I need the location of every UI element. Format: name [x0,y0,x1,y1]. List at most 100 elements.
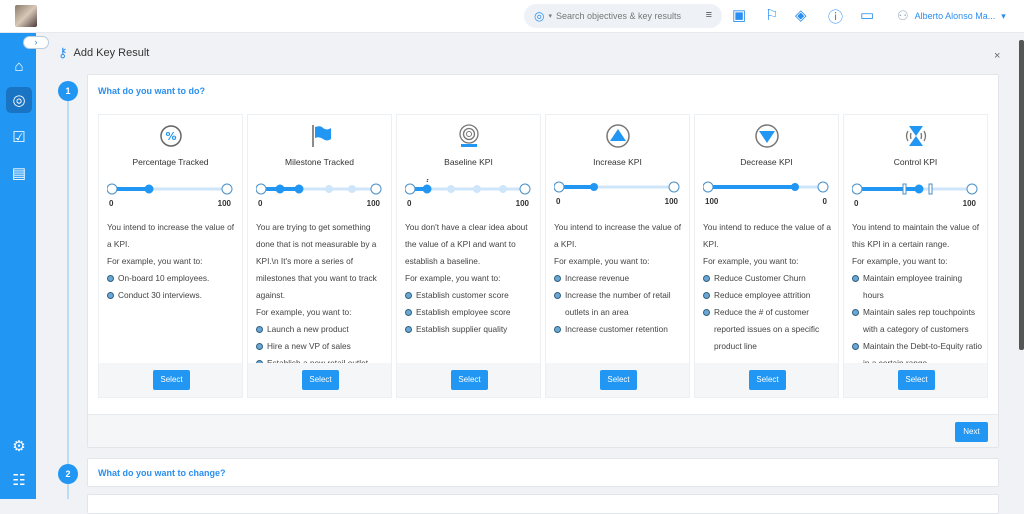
top-bar: ◎ ▾ Search objectives & key results ≡ ▣ ⚐… [0,0,1024,33]
card-description: You don't have a clear idea about the va… [405,219,536,338]
description-text: You intend to increase the value of a KP… [107,222,235,249]
card-title: Control KPI [893,157,938,167]
select-button[interactable]: Select [749,370,786,390]
folder-search-icon[interactable]: ▣ [732,7,747,24]
card-footer: Select [695,363,838,397]
kr-type-card[interactable]: Milestone Tracked 0 100 You are trying t… [247,114,392,398]
select-button[interactable]: Select [898,370,935,390]
help-icon[interactable]: ⓘ [828,9,844,26]
select-button[interactable]: Select [451,370,488,390]
step-2-title: What do you want to change? [98,468,226,478]
example-item: On-board 10 employees. [107,270,238,287]
card-footer: Select [248,363,391,397]
example-item: Reduce employee attrition [703,287,834,304]
select-button[interactable]: Select [153,370,190,390]
layers-icon[interactable]: ◈ [795,7,807,24]
kr-type-card[interactable]: Increase KPI 0 100 You intend to increas… [545,114,690,398]
kr-type-card[interactable]: Decrease KPI 100 0 You intend to reduce … [694,114,839,398]
slider-min-label: 100 [705,197,719,206]
card-footer: Select [844,363,987,397]
filter-icon[interactable]: ≡ [705,9,712,21]
example-item: Increase revenue [554,270,685,287]
card-footer: Select [546,363,689,397]
flag-icon [248,123,391,149]
message-icon[interactable]: ▤ [11,165,27,182]
sidebar-expand-toggle[interactable]: › [23,36,49,49]
sidebar: ⌂ ◎ ☑ ▤ ⚙ ☷ [0,33,36,499]
slider-max-label: 100 [218,199,232,208]
card-title: Decrease KPI [740,157,793,167]
card-description: You are trying to get something done tha… [256,219,387,372]
description-text: For example, you want to: [703,256,799,266]
baseline-icon [397,123,540,149]
sliders-icon[interactable]: ☷ [12,472,26,489]
card-description: You intend to increase the value of a KP… [107,219,238,304]
kr-slider-illustration: 100 0 [703,181,829,206]
example-item: Maintain employee training hours [852,270,983,304]
slider-max-label: 100 [367,199,381,208]
slider-max-label: 100 [665,197,679,206]
step-1-title: What do you want to do? [98,86,205,96]
key-icon: ⚷ [58,45,68,60]
card-title: Milestone Tracked [285,157,354,167]
caret-down-icon[interactable]: ▾ [548,13,552,20]
kr-slider-illustration: 0 100 [554,181,680,206]
example-item: Establish customer score [405,287,536,304]
example-item: Increase customer retention [554,321,685,338]
stepper-line [67,100,69,499]
example-item: Increase the number of retail outlets in… [554,287,685,321]
card-footer: Select [397,363,540,397]
close-button[interactable]: × [994,50,1001,62]
card-title: Increase KPI [593,157,642,167]
slider-max-label: 100 [516,199,530,208]
select-button[interactable]: Select [600,370,637,390]
step-1-badge: 1 [58,81,78,101]
company-logo[interactable] [15,5,37,27]
step-2-panel[interactable]: What do you want to change? [87,458,999,487]
description-text: You intend to reduce the value of a KPI. [703,222,831,249]
description-text: You don't have a clear idea about the va… [405,222,528,266]
caret-down-icon: ▾ [1001,10,1006,21]
card-description: You intend to maintain the value of this… [852,219,983,372]
user-menu[interactable]: ⚇ Alberto Alonso Ma... ▾ [897,8,1006,24]
kr-type-card[interactable]: Baseline KPI 0 100 ? You don't have a cl… [396,114,541,398]
description-text: You intend to maintain the value of this… [852,222,980,249]
slider-min-label: 0 [854,199,859,208]
slider-marker-label: ? [425,179,430,184]
scrollbar[interactable] [1019,40,1024,350]
step-1-footer: Next [88,414,998,447]
percent-icon: % [99,123,242,149]
next-button[interactable]: Next [955,422,988,442]
kr-type-card[interactable]: Control KPI 0 100 You intend to maintain… [843,114,988,398]
description-text: For example, you want to: [107,256,203,266]
objectives-target-icon[interactable]: ◎ [6,87,32,113]
description-text: You are trying to get something done tha… [256,222,377,300]
home-icon[interactable]: ⌂ [14,57,24,75]
kr-slider-illustration: 0 100 ? [405,179,531,208]
settings-gear-icon[interactable]: ⚙ [12,438,26,455]
card-description: You intend to increase the value of a KP… [554,219,685,338]
step-3-panel [87,494,999,514]
slider-min-label: 0 [258,199,263,208]
svg-text:%: % [165,130,176,143]
select-button[interactable]: Select [302,370,339,390]
kr-type-card[interactable]: % Percentage Tracked 0 100 You intend to… [98,114,243,398]
search-input[interactable]: Search objectives & key results [556,11,682,21]
description-text: For example, you want to: [405,273,501,283]
calendar-check-icon[interactable]: ☑ [12,129,26,146]
card-description: You intend to reduce the value of a KPI.… [703,219,834,355]
slider-max-label: 100 [963,199,977,208]
chat-icon[interactable]: ▭ [860,7,875,24]
example-item: Establish supplier quality [405,321,536,338]
user-icon: ⚇ [897,8,909,23]
example-item: Reduce Customer Churn [703,270,834,287]
control-icon [844,123,987,149]
example-item: Establish employee score [405,304,536,321]
flag-icon[interactable]: ⚐ [765,7,779,24]
search-bar[interactable]: ◎ ▾ Search objectives & key results ≡ [524,4,722,28]
target-filter-icon[interactable]: ◎ [534,9,545,23]
description-text: For example, you want to: [852,256,948,266]
card-title: Percentage Tracked [132,157,209,167]
page-title-text: Add Key Result [73,47,150,59]
slider-min-label: 0 [556,197,561,206]
